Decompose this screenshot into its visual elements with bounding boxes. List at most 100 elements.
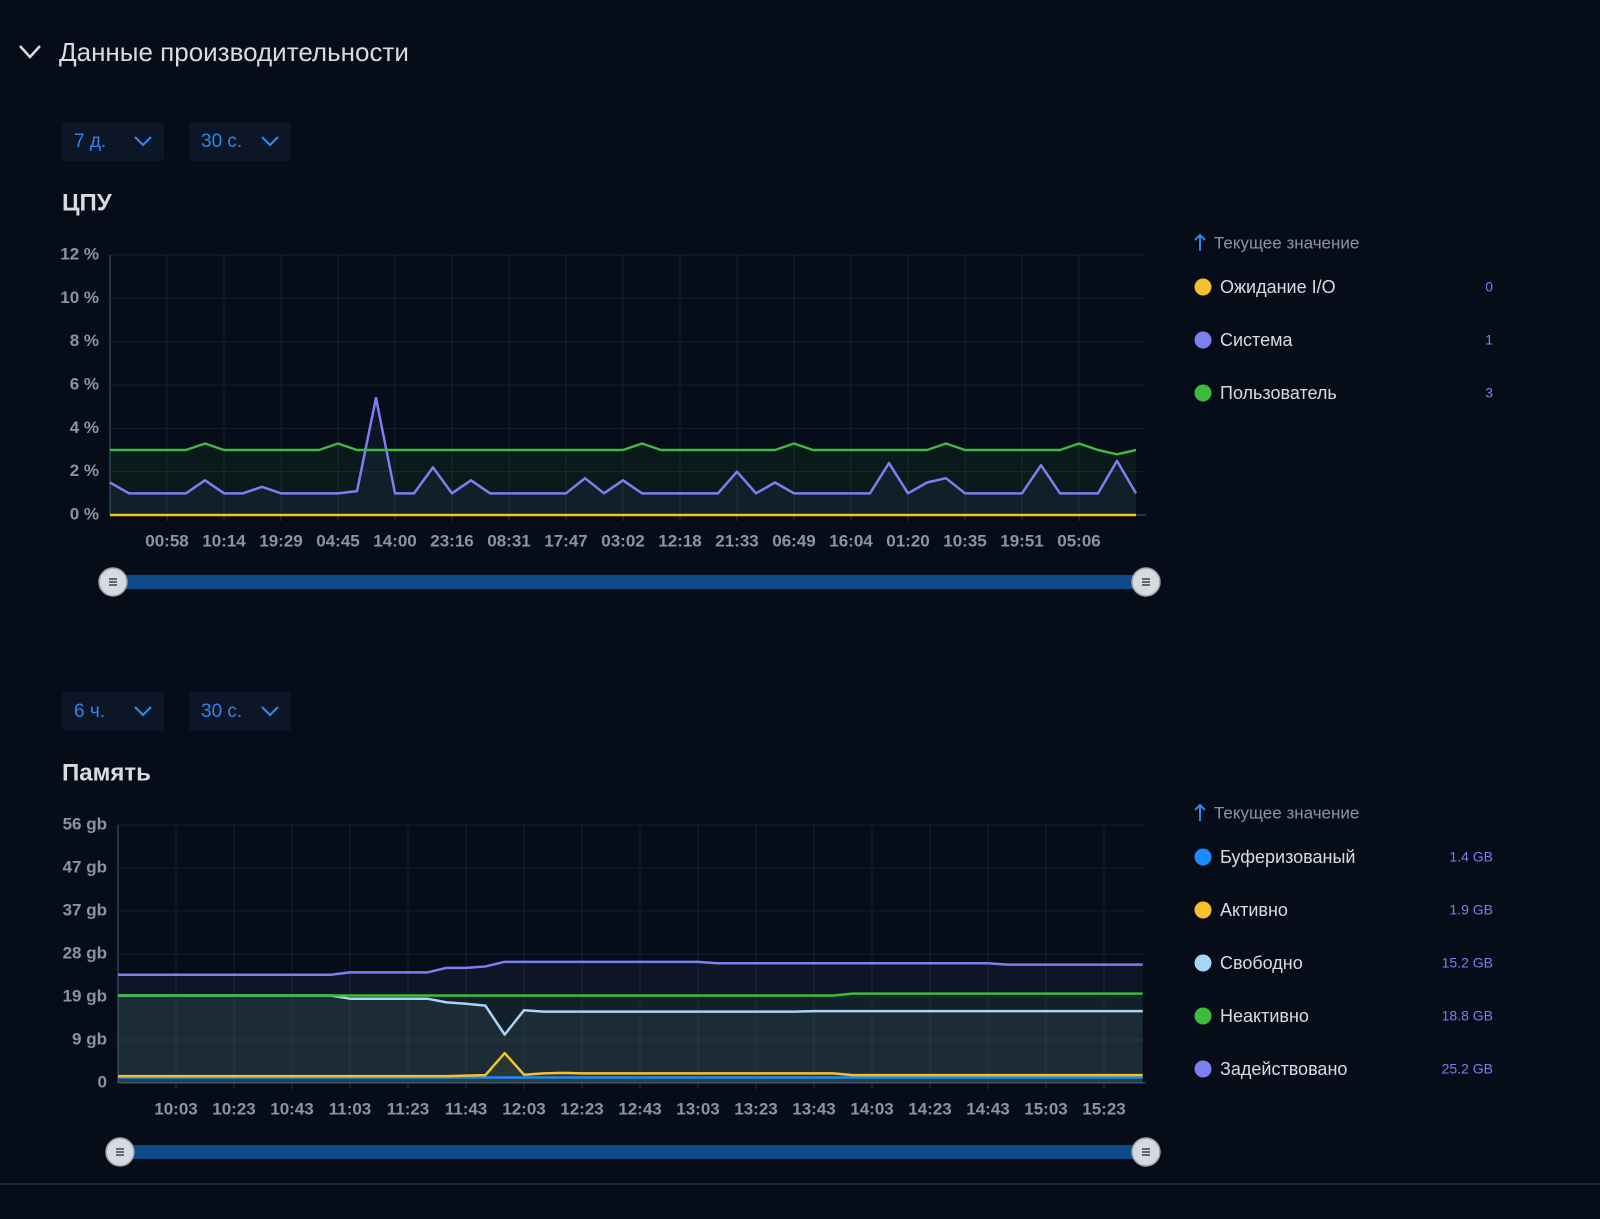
x-tick-label: 12:43	[618, 1099, 661, 1118]
y-tick-label: 19 gb	[63, 986, 107, 1005]
legend-swatch[interactable]	[1194, 1007, 1212, 1025]
x-tick-label: 14:43	[966, 1099, 1009, 1118]
x-tick-label: 19:51	[1000, 531, 1043, 550]
legend-swatch[interactable]	[1194, 848, 1212, 866]
x-tick-label: 19:29	[259, 531, 302, 550]
series-area	[118, 1077, 1143, 1083]
x-tick-label: 01:20	[886, 531, 929, 550]
x-tick-label: 08:31	[487, 531, 530, 550]
dropdown-label: 7 д.	[74, 131, 106, 152]
x-tick-label: 21:33	[715, 531, 758, 550]
legend-swatch[interactable]	[1194, 278, 1212, 296]
x-tick-label: 00:58	[145, 531, 188, 550]
legend-value: 25.2 GB	[1442, 1061, 1493, 1077]
x-tick-label: 15:23	[1082, 1099, 1125, 1118]
y-tick-label: 4 %	[70, 418, 99, 437]
x-tick-label: 16:04	[829, 531, 873, 550]
dropdown-label: 30 с.	[201, 131, 242, 152]
y-tick-label: 47 gb	[63, 857, 107, 876]
x-tick-label: 11:43	[445, 1099, 488, 1118]
legend-value: 3	[1485, 385, 1493, 401]
dropdown[interactable]	[189, 692, 291, 731]
legend-label[interactable]: Неактивно	[1220, 1006, 1309, 1026]
x-tick-label: 14:03	[850, 1099, 893, 1118]
section-title: Данные производительности	[59, 37, 409, 67]
x-tick-label: 10:14	[202, 531, 246, 550]
legend-swatch[interactable]	[1194, 954, 1212, 972]
x-tick-label: 10:35	[943, 531, 986, 550]
series-area	[118, 995, 1143, 1083]
dropdown[interactable]	[62, 122, 164, 161]
legend-header-arrow	[1194, 803, 1206, 821]
series-line	[118, 992, 1143, 997]
series-line	[118, 1051, 1143, 1078]
legend-label[interactable]: Свободно	[1220, 953, 1303, 973]
series-area	[118, 993, 1143, 1083]
legend-value: 18.8 GB	[1442, 1008, 1493, 1024]
dropdown-chevron	[134, 706, 152, 717]
y-tick-label: 37 gb	[63, 900, 107, 919]
y-tick-label: 9 gb	[72, 1029, 107, 1048]
legend-value: 1.4 GB	[1449, 849, 1493, 865]
x-tick-label: 13:43	[792, 1099, 835, 1118]
legend-label[interactable]: Задействовано	[1220, 1059, 1347, 1079]
dropdown-chevron	[134, 136, 152, 147]
x-tick-label: 06:49	[772, 531, 815, 550]
series-line	[118, 960, 1143, 976]
y-tick-label: 56 gb	[63, 814, 107, 833]
x-tick-label: 14:23	[908, 1099, 951, 1118]
legend-label[interactable]: Ожидание I/O	[1220, 277, 1336, 297]
x-tick-label: 10:43	[270, 1099, 313, 1118]
x-tick-label: 12:18	[658, 531, 701, 550]
x-tick-label: 05:06	[1057, 531, 1100, 550]
legend-value: 1	[1485, 332, 1493, 348]
chart-title: ЦПУ	[62, 189, 113, 216]
x-tick-label: 17:47	[544, 531, 587, 550]
x-tick-label: 12:03	[502, 1099, 545, 1118]
chart-title: Память	[62, 759, 151, 786]
x-tick-label: 10:23	[212, 1099, 255, 1118]
collapse-chevron[interactable]	[19, 45, 41, 59]
legend-header: Текущее значение	[1214, 803, 1359, 822]
x-tick-label: 23:16	[430, 531, 473, 550]
x-tick-label: 15:03	[1024, 1099, 1067, 1118]
range-slider-track[interactable]	[120, 1145, 1146, 1159]
legend-swatch[interactable]	[1194, 1060, 1212, 1078]
range-slider-track[interactable]	[113, 575, 1146, 589]
y-tick-label: 8 %	[70, 331, 99, 350]
dropdown-label: 30 с.	[201, 701, 242, 722]
series-area	[110, 398, 1136, 515]
x-tick-label: 13:03	[676, 1099, 719, 1118]
y-tick-label: 12 %	[60, 244, 99, 263]
legend-value: 0	[1485, 279, 1493, 295]
dropdown[interactable]	[189, 122, 291, 161]
x-tick-label: 10:03	[154, 1099, 197, 1118]
x-tick-label: 13:23	[734, 1099, 777, 1118]
y-tick-label: 0 %	[70, 504, 99, 523]
y-tick-label: 10 %	[60, 288, 99, 307]
legend-swatch[interactable]	[1194, 331, 1212, 349]
dropdown-chevron	[261, 706, 279, 717]
dropdown-chevron	[261, 136, 279, 147]
x-tick-label: 03:02	[601, 531, 644, 550]
series-line	[109, 396, 1138, 495]
x-tick-label: 04:45	[316, 531, 359, 550]
dropdown-label: 6 ч.	[74, 701, 105, 722]
series-area	[118, 961, 1143, 1083]
legend-label[interactable]: Система	[1220, 330, 1293, 350]
x-tick-label: 14:00	[373, 531, 416, 550]
x-tick-label: 12:23	[560, 1099, 603, 1118]
legend-label[interactable]: Буферизованый	[1220, 847, 1355, 867]
legend-label[interactable]: Активно	[1220, 900, 1288, 920]
legend-header: Текущее значение	[1214, 233, 1359, 252]
y-tick-label: 28 gb	[63, 943, 107, 962]
legend-swatch[interactable]	[1194, 384, 1212, 402]
x-tick-label: 11:03	[329, 1099, 372, 1118]
legend-label[interactable]: Пользователь	[1220, 383, 1337, 403]
x-tick-label: 11:23	[387, 1099, 430, 1118]
y-tick-label: 6 %	[70, 374, 99, 393]
dropdown[interactable]	[62, 692, 164, 731]
legend-swatch[interactable]	[1194, 901, 1212, 919]
